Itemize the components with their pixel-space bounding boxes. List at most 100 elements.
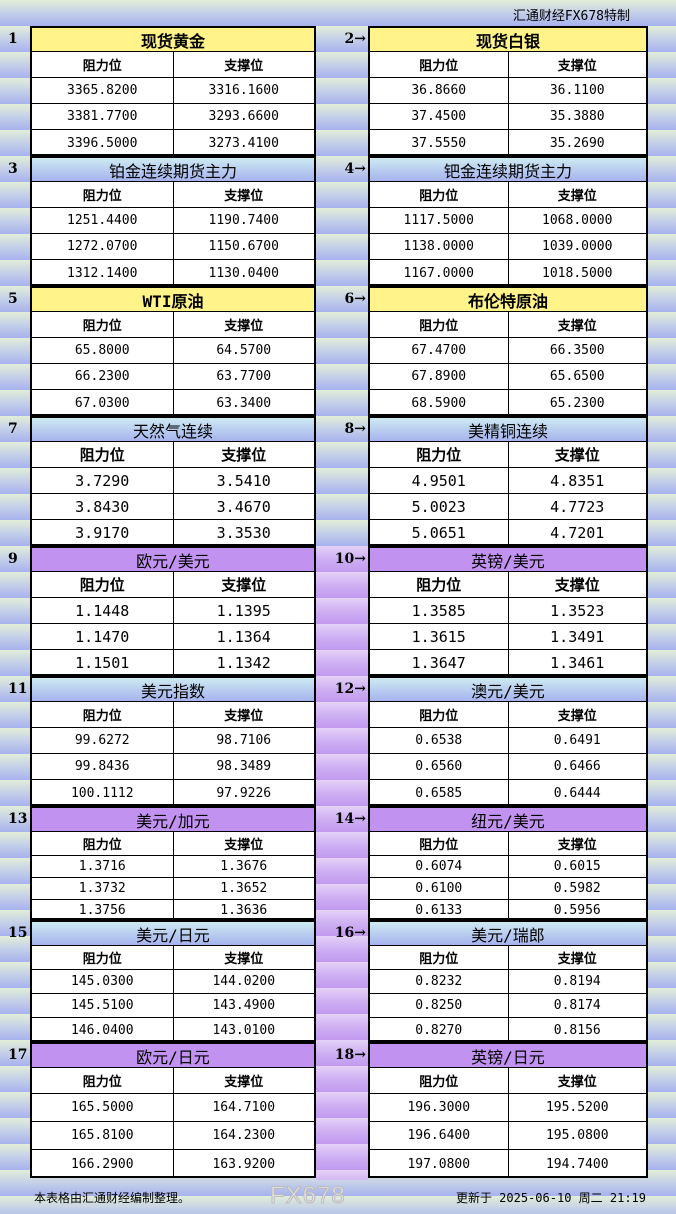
table-row: 165.5000 164.7100 [32, 1094, 314, 1122]
support-cell: 1150.6700 [208, 239, 279, 254]
resistance-cell: 1167.0000 [370, 260, 509, 286]
support-cell: 195.0800 [545, 1128, 609, 1143]
support-cell: 1.3461 [550, 654, 605, 672]
resistance-cell: 1.1448 [32, 598, 174, 623]
resistance-cell: 0.6074 [370, 856, 509, 877]
table-row: 1.3716 1.3676 [32, 856, 314, 878]
instrument-title: 欧元/日元 [32, 1042, 314, 1068]
table-row: 0.6538 0.6491 [370, 728, 646, 754]
column-header-row: 阻力位 支撑位 [32, 572, 314, 598]
table-row: 3381.7700 3293.6600 [32, 104, 314, 130]
support-cell: 144.0200 [212, 974, 276, 989]
resistance-cell: 阻力位 [32, 182, 174, 207]
table-row: 0.8270 0.8156 [370, 1018, 646, 1042]
instrument-panel: 现货白银 阻力位 支撑位 36.8660 36.1100 37.4500 35.3880 37… [368, 26, 648, 156]
resistance-cell: 3.9170 [32, 520, 174, 546]
instrument-panel: 现货黄金 阻力位 支撑位 3365.8200 3316.1600 3381.7700 329… [30, 26, 316, 156]
support-cell: 1018.5000 [542, 265, 613, 281]
resistance-cell: 0.8270 [370, 1018, 509, 1042]
table-row: 1138.0000 1039.0000 [370, 234, 646, 260]
table-row: 3396.5000 3273.4100 [32, 130, 314, 156]
table-row: 146.0400 143.0100 [32, 1018, 314, 1042]
instrument-panel: 英镑/美元 阻力位 支撑位 1.3585 1.3523 1.3615 1.3491 1.364… [368, 546, 648, 676]
instrument-panel: 欧元/美元 阻力位 支撑位 1.1448 1.1395 1.1470 1.1364 1.150… [30, 546, 316, 676]
table-row: 36.8660 36.1100 [370, 78, 646, 104]
resistance-cell: 1.3647 [370, 650, 509, 676]
resistance-cell: 阻力位 [32, 572, 174, 597]
resistance-cell: 1.3756 [32, 900, 174, 920]
table-row: 67.4700 66.3500 [370, 338, 646, 364]
table-row: 1.3615 1.3491 [370, 624, 646, 650]
resistance-cell: 5.0651 [370, 520, 509, 546]
support-cell: 支撑位 [224, 319, 264, 334]
support-cell: 4.7723 [550, 497, 605, 516]
support-cell: 65.2300 [549, 395, 605, 411]
resistance-cell: 阻力位 [370, 1068, 509, 1093]
column-header-row: 阻力位 支撑位 [32, 1068, 314, 1094]
table-row: 1.1448 1.1395 [32, 598, 314, 624]
resistance-cell: 196.6400 [370, 1122, 509, 1149]
instrument-title: 美元/日元 [32, 920, 314, 946]
support-cell: 1.3523 [550, 601, 605, 620]
support-cell: 1.3676 [220, 859, 268, 874]
table-row: 145.0300 144.0200 [32, 970, 314, 994]
resistance-cell: 阻力位 [32, 702, 174, 727]
instrument-panel: 欧元/日元 阻力位 支撑位 165.5000 164.7100 165.8100 164.2… [30, 1042, 316, 1178]
support-cell: 164.7100 [212, 1100, 276, 1115]
resistance-cell: 阻力位 [32, 52, 174, 77]
section-number: 18→ [334, 1047, 366, 1063]
support-cell: 98.7106 [216, 733, 272, 748]
instrument-title: 澳元/美元 [370, 676, 646, 702]
resistance-cell: 68.5900 [370, 390, 509, 416]
support-cell: 支撑位 [224, 952, 264, 967]
support-cell: 194.7400 [545, 1156, 609, 1172]
support-cell: 1190.7400 [208, 213, 279, 228]
column-header-row: 阻力位 支撑位 [32, 182, 314, 208]
instrument-panel: 美元指数 阻力位 支撑位 99.6272 98.7106 99.8436 98.3489 10… [30, 676, 316, 806]
section-number: 8→ [344, 421, 366, 437]
instrument-title: 钯金连续期货主力 [370, 156, 646, 182]
support-cell: 63.7700 [216, 369, 272, 384]
resistance-cell: 100.1112 [32, 780, 174, 806]
table-row: 196.3000 195.5200 [370, 1094, 646, 1122]
column-header-row: 阻力位 支撑位 [370, 702, 646, 728]
resistance-cell: 0.8232 [370, 970, 509, 993]
resistance-cell: 3381.7700 [32, 104, 174, 129]
instrument-panel: 美元/瑞郎 阻力位 支撑位 0.8232 0.8194 0.8250 0.8174 0.827… [368, 920, 648, 1042]
support-cell: 1.3652 [220, 881, 268, 896]
table-row: 67.8900 65.6500 [370, 364, 646, 390]
table-row: 0.6560 0.6466 [370, 754, 646, 780]
support-cell: 143.0100 [212, 1022, 276, 1038]
column-header-row: 阻力位 支撑位 [370, 52, 646, 78]
resistance-cell: 145.5100 [32, 994, 174, 1017]
instrument-title: 美元/加元 [32, 806, 314, 832]
footer-updated: 更新于 2025-06-10 周二 21:19 [455, 1191, 646, 1205]
support-cell: 0.6444 [553, 785, 601, 801]
table-row: 1.1501 1.1342 [32, 650, 314, 676]
table-row: 3.8430 3.4670 [32, 494, 314, 520]
support-cell: 1.3491 [550, 627, 605, 646]
table-row: 1272.0700 1150.6700 [32, 234, 314, 260]
table-row: 165.8100 164.2300 [32, 1122, 314, 1150]
table-row: 100.1112 97.9226 [32, 780, 314, 806]
section-number: 16→ [334, 925, 366, 941]
support-cell: 支撑位 [557, 838, 597, 853]
instrument-title: 欧元/美元 [32, 546, 314, 572]
section-number: 11 [8, 681, 28, 697]
support-cell: 3.5410 [216, 471, 271, 490]
instrument-panel: 澳元/美元 阻力位 支撑位 0.6538 0.6491 0.6560 0.6466 0.658… [368, 676, 648, 806]
table-row: 0.6585 0.6444 [370, 780, 646, 806]
support-cell: 143.4900 [212, 998, 276, 1013]
instrument-title: 美元/瑞郎 [370, 920, 646, 946]
support-cell: 支撑位 [224, 838, 264, 853]
table-row: 1.3732 1.3652 [32, 878, 314, 900]
table-row: 196.6400 195.0800 [370, 1122, 646, 1150]
column-header-row: 阻力位 支撑位 [32, 312, 314, 338]
support-cell: 支撑位 [557, 1075, 597, 1090]
instrument-title: 美元指数 [32, 676, 314, 702]
resistance-cell: 阻力位 [32, 832, 174, 855]
middle-column-band [316, 546, 368, 1180]
instrument-title: 布伦特原油 [370, 286, 646, 312]
support-cell: 3316.1600 [208, 83, 279, 98]
resistance-cell: 1117.5000 [370, 208, 509, 233]
